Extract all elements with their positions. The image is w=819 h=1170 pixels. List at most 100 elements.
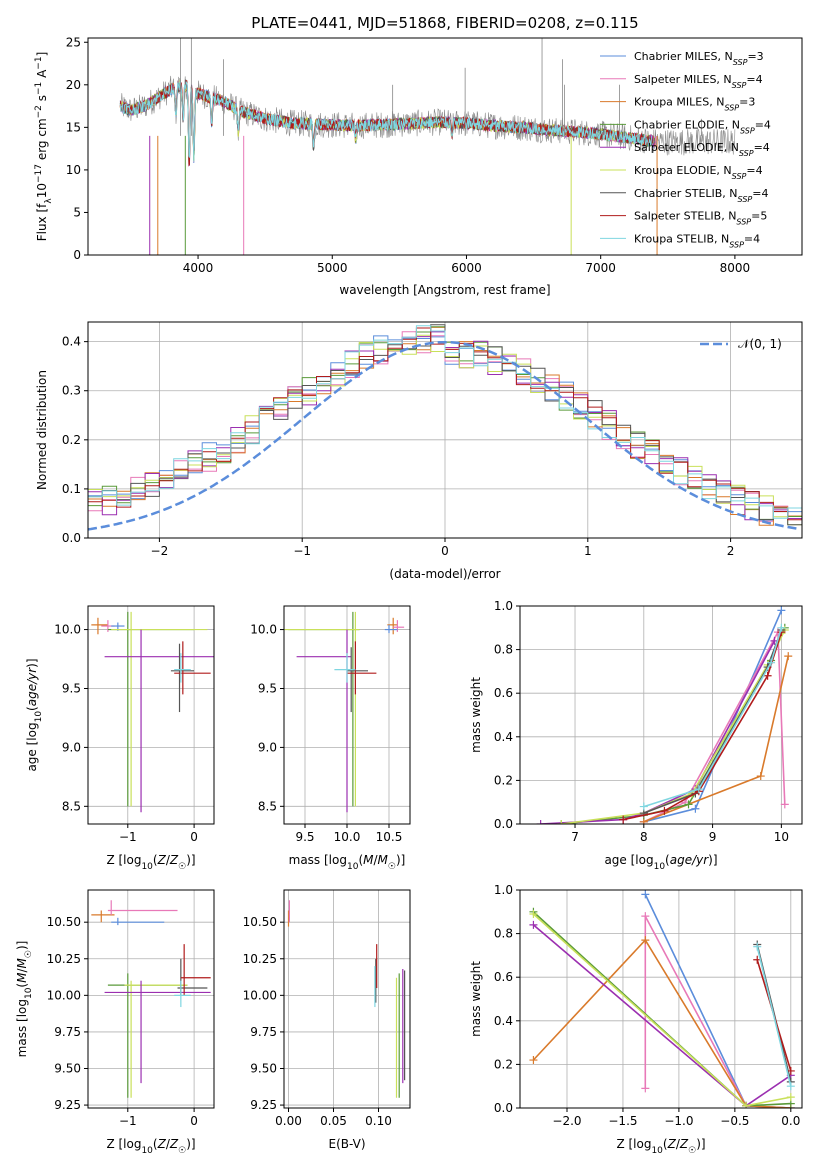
legend-label-kroupa_miles: Kroupa MILES, NSSP=3 — [634, 96, 755, 113]
y-tick-label: 0 — [73, 248, 81, 262]
y-tick-label: 9.75 — [250, 1025, 277, 1039]
weight-point-chabrier_miles — [641, 890, 650, 899]
weight-line-kroupa_stelib — [756, 946, 792, 1087]
y-axis-label: mass weight — [469, 677, 483, 753]
x-tick-label: −1.0 — [664, 1114, 693, 1128]
axes-frame — [519, 605, 803, 825]
x-axis-label: Z [log10(Z/Z☉)] — [106, 1137, 195, 1156]
weight-point-kroupa_miles — [641, 936, 650, 945]
x-axis-label: E(B-V) — [328, 1137, 365, 1151]
model-spectrum-kroupa_stelib — [119, 80, 653, 162]
weight-point-salpeter_stelib — [763, 671, 772, 680]
legend-label-kroupa_stelib: Kroupa STELIB, NSSP=4 — [634, 232, 760, 249]
y-tick-label: 10.50 — [243, 915, 277, 929]
x-tick-label: 0 — [190, 830, 198, 844]
axes-frame — [519, 889, 803, 1109]
x-tick-label: 0.05 — [320, 1114, 347, 1128]
plot-area — [119, 38, 736, 255]
axes-frame — [87, 37, 803, 256]
y-tick-label: 9.25 — [54, 1098, 81, 1112]
x-tick-label: 8000 — [720, 261, 751, 275]
legend-label-salpeter_miles: Salpeter MILES, NSSP=4 — [634, 73, 763, 90]
weight-point-salpeter_miles — [780, 800, 789, 809]
weight-line-chabrier_elodie — [532, 911, 791, 1107]
histogram-chabrier_miles — [88, 335, 802, 521]
y-tick-label: 0.2 — [494, 773, 513, 787]
x-axis-label: Z [log10(Z/Z☉)] — [106, 853, 195, 872]
y-tick-label: 9.50 — [250, 1061, 277, 1075]
x-tick-label: 8 — [640, 830, 648, 844]
x-tick-label: −2.0 — [552, 1114, 581, 1128]
x-axis-label: mass [log10(M/M☉)] — [289, 853, 406, 872]
y-tick-label: 25 — [66, 35, 81, 49]
y-tick-label: 10.00 — [243, 988, 277, 1002]
y-tick-label: 1.0 — [494, 883, 513, 897]
histogram-kroupa_stelib — [88, 325, 802, 525]
weight-point-kroupa_elodie — [742, 1101, 751, 1108]
plot-area — [284, 611, 405, 813]
panel-residuals: −2 −1 0 1 2 0.0 0.1 0.2 0.3 0.4 — [62, 321, 803, 558]
legend-label-chabrier_stelib: Chabrier STELIB, NSSP=4 — [634, 187, 768, 204]
x-axis-label: wavelength [Angstrom, rest frame] — [339, 283, 550, 297]
panel-mass_vs_ebv: 0.00 0.05 0.10 9.25 9.50 9.75 10.00 10.25 10.50 — [243, 889, 411, 1128]
grid — [520, 889, 802, 1109]
plot-area — [536, 606, 793, 824]
weight-point-chabrier_miles — [691, 804, 700, 813]
legend-label-chabrier_miles: Chabrier MILES, NSSP=3 — [634, 50, 764, 67]
legend-label-normal: 𝒩(0, 1) — [738, 337, 782, 351]
y-tick-label: 9.0 — [258, 740, 277, 754]
y-axis-label: mass [log10(M/M☉)] — [15, 941, 34, 1058]
y-tick-label: 5 — [73, 205, 81, 219]
weight-point-kroupa_elodie — [786, 1093, 795, 1102]
weight-line-kroupa_miles — [643, 655, 789, 823]
weight-line-kroupa_miles — [532, 938, 791, 1108]
plot-area — [91, 611, 214, 813]
x-tick-label: −2 — [151, 544, 169, 558]
y-tick-label: 0.1 — [62, 482, 81, 496]
axes-frame — [87, 889, 215, 1109]
histogram-salpeter_elodie — [88, 331, 802, 534]
x-tick-label: 0.00 — [275, 1114, 302, 1128]
weight-point-chabrier_elodie — [684, 800, 693, 809]
x-tick-label: 7 — [571, 830, 579, 844]
weight-point-salpeter_miles — [641, 912, 650, 921]
legend-label-chabrier_elodie: Chabrier ELODIE, NSSP=4 — [634, 118, 771, 135]
x-tick-label: 1 — [584, 544, 592, 558]
y-tick-label: 8.5 — [258, 799, 277, 813]
legend: Chabrier MILES, NSSP=3 Salpeter MILES, NS… — [600, 50, 771, 249]
y-tick-label: 10.25 — [243, 952, 277, 966]
grid — [284, 890, 410, 1108]
x-tick-label: 0.0 — [781, 1114, 800, 1128]
weight-point-salpeter_miles — [641, 1084, 650, 1093]
y-tick-label: 0.2 — [62, 433, 81, 447]
x-tick-label: 9 — [709, 830, 717, 844]
x-axis-label: (data-model)/error — [389, 567, 500, 581]
weight-line-salpeter_elodie — [540, 640, 776, 824]
x-tick-label: −1.5 — [608, 1114, 637, 1128]
weight-point-kroupa_stelib — [753, 942, 762, 951]
y-tick-label: 15 — [66, 120, 81, 134]
weight-point-salpeter_stelib — [619, 815, 628, 824]
y-axis-label: age [log10(age/yr)] — [25, 658, 44, 771]
x-tick-label: −1 — [293, 544, 311, 558]
y-tick-label: 0.6 — [494, 970, 513, 984]
weight-line-kroupa_stelib — [643, 627, 783, 808]
y-tick-label: 0.3 — [62, 384, 81, 398]
y-tick-label: 9.0 — [62, 740, 81, 754]
weight-point-kroupa_miles — [756, 772, 765, 781]
histogram-salpeter_stelib — [88, 327, 802, 521]
weight-point-kroupa_stelib — [639, 802, 648, 811]
x-tick-label: 0 — [441, 544, 449, 558]
weight-line-kroupa_elodie — [561, 629, 786, 824]
y-tick-label: 0.4 — [494, 1014, 513, 1028]
panel-weight_vs_Z: −2.0 −1.5 −1.0 −0.5 0.0 0.0 0.2 0.4 0.6 0.8 1.0 — [494, 883, 803, 1128]
y-tick-label: 0.6 — [494, 686, 513, 700]
weight-line-salpeter_elodie — [532, 924, 792, 1107]
y-tick-label: 0.8 — [494, 927, 513, 941]
weight-point-kroupa_stelib — [694, 785, 703, 794]
y-tick-label: 0.4 — [494, 730, 513, 744]
x-axis-label: age [log10(age/yr)] — [604, 853, 717, 872]
y-tick-label: 0.0 — [494, 817, 513, 831]
y-tick-label: 10.0 — [250, 623, 277, 637]
